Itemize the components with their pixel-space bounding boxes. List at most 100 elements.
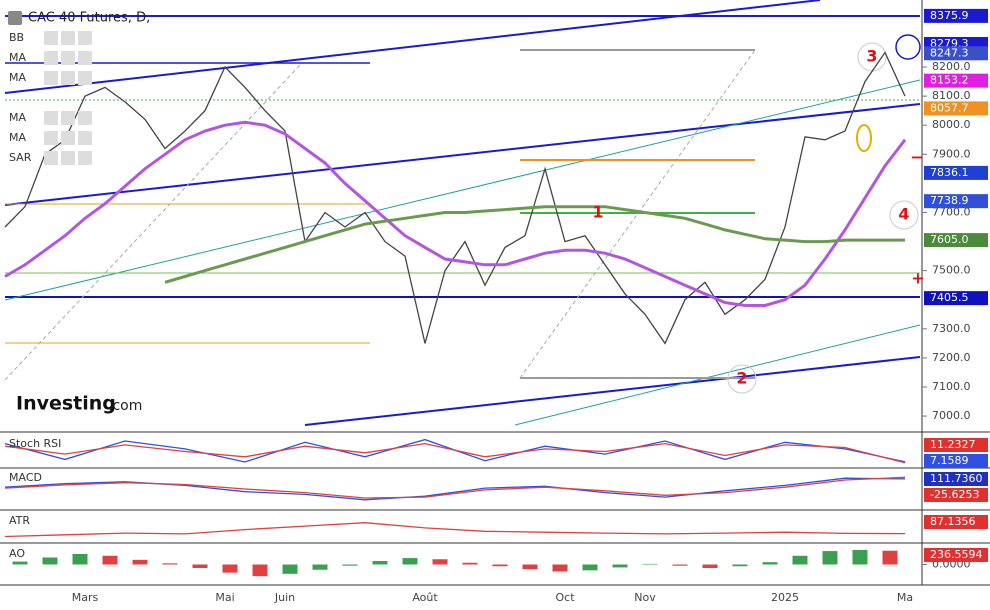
price-label: 7.1589: [930, 454, 969, 467]
price-label: 87.1356: [930, 515, 976, 528]
series-line: [164, 205, 905, 284]
bar: [72, 554, 88, 565]
bar: [222, 564, 238, 573]
bar: [192, 564, 208, 568]
indicator-label[interactable]: MA: [9, 71, 26, 84]
y-tick-label: 8200.0: [932, 60, 971, 73]
bar: [522, 564, 538, 570]
indicator-button[interactable]: [44, 151, 58, 165]
annotation: 2: [736, 369, 747, 388]
indicator-button[interactable]: [78, 131, 92, 145]
indicator-button[interactable]: [44, 111, 58, 125]
bar: [702, 564, 718, 568]
bar: [42, 557, 58, 565]
bar: [792, 555, 808, 565]
bar: [642, 563, 658, 565]
bar: [762, 562, 778, 565]
indicator-label[interactable]: MA: [9, 51, 26, 64]
indicator-button[interactable]: [61, 111, 75, 125]
annotation: 1: [592, 203, 603, 222]
annotation: 3: [866, 47, 877, 66]
price-label: 7405.5: [930, 291, 969, 304]
chart-title: CAC 40 Futures, D,: [28, 11, 150, 26]
price-label: 8247.3: [930, 46, 969, 59]
bar: [852, 549, 868, 565]
indicator-button[interactable]: [44, 131, 58, 145]
logo: Investing: [16, 393, 116, 415]
indicator-label[interactable]: BB: [9, 31, 24, 44]
price-label: -25.6253: [930, 488, 979, 501]
y-tick-label: 7100.0: [932, 380, 971, 393]
x-tick-label: Juin: [274, 591, 295, 604]
indicator-label[interactable]: MA: [9, 131, 26, 144]
annotation: 4: [898, 205, 909, 224]
indicator-button[interactable]: [61, 31, 75, 45]
bar: [582, 564, 598, 571]
annotation: +: [911, 269, 924, 288]
logo-suffix: .com: [108, 398, 142, 414]
bar: [462, 562, 478, 565]
bar: [102, 555, 118, 565]
indicator-button[interactable]: [78, 51, 92, 65]
series-line: [4, 476, 906, 499]
indicator-button[interactable]: [61, 51, 75, 65]
y-tick-label: 7500.0: [932, 264, 971, 277]
indicator-button[interactable]: [61, 151, 75, 165]
price-label: 111.7360: [930, 472, 983, 485]
indicator-button[interactable]: [78, 151, 92, 165]
y-tick-label: 8100.0: [932, 89, 971, 102]
indicator-button[interactable]: [44, 71, 58, 85]
price-label: 8057.7: [930, 101, 969, 114]
bar: [612, 564, 628, 568]
series-line: [4, 442, 906, 464]
price-label-box: [924, 454, 988, 468]
indicator-button[interactable]: [78, 111, 92, 125]
x-tick-label: 2025: [771, 591, 799, 604]
indicator-button[interactable]: [44, 31, 58, 45]
price-label: 7836.1: [930, 166, 969, 179]
x-tick-label: Mai: [215, 591, 234, 604]
series-line: [4, 522, 906, 538]
indicator-button[interactable]: [44, 51, 58, 65]
price-label-box: [924, 291, 988, 306]
indicator-button[interactable]: [78, 71, 92, 85]
indicator-button[interactable]: [78, 31, 92, 45]
price-label-box: [924, 8, 988, 23]
pane-title: Stoch RSI: [9, 437, 61, 450]
bar: [882, 550, 898, 565]
bar: [492, 564, 508, 567]
price-label-box: [924, 472, 988, 486]
price-label: 236.5594: [930, 548, 983, 561]
price-label-box: [924, 101, 988, 116]
bar: [402, 558, 418, 565]
price-label-box: [924, 233, 988, 248]
bar: [282, 564, 298, 574]
indicator-button[interactable]: [61, 131, 75, 145]
bar: [432, 559, 448, 565]
price-label-box: [924, 548, 988, 562]
price-label: 11.2327: [930, 438, 976, 451]
bar: [312, 564, 328, 570]
price-label-box: [924, 165, 988, 180]
menu-icon[interactable]: [8, 11, 22, 25]
bar: [162, 563, 178, 565]
indicator-label[interactable]: MA: [9, 111, 26, 124]
indicator-label[interactable]: SAR: [9, 151, 32, 164]
bar: [132, 559, 148, 565]
x-tick-label: Ma: [897, 591, 913, 604]
pane-title: MACD: [9, 471, 42, 484]
annotation: −: [910, 148, 923, 167]
series-line: [4, 120, 907, 307]
bar: [672, 564, 688, 566]
indicator-button[interactable]: [61, 71, 75, 85]
y-tick-label: 7900.0: [932, 147, 971, 160]
y-tick-label: 7200.0: [932, 351, 971, 364]
x-tick-label: Oct: [555, 591, 575, 604]
bar: [12, 561, 28, 565]
bar: [252, 564, 268, 577]
y-tick-label: 7000.0: [932, 409, 971, 422]
x-tick-label: Mars: [72, 591, 99, 604]
series-line: [4, 51, 906, 345]
price-label-box: [924, 73, 988, 88]
